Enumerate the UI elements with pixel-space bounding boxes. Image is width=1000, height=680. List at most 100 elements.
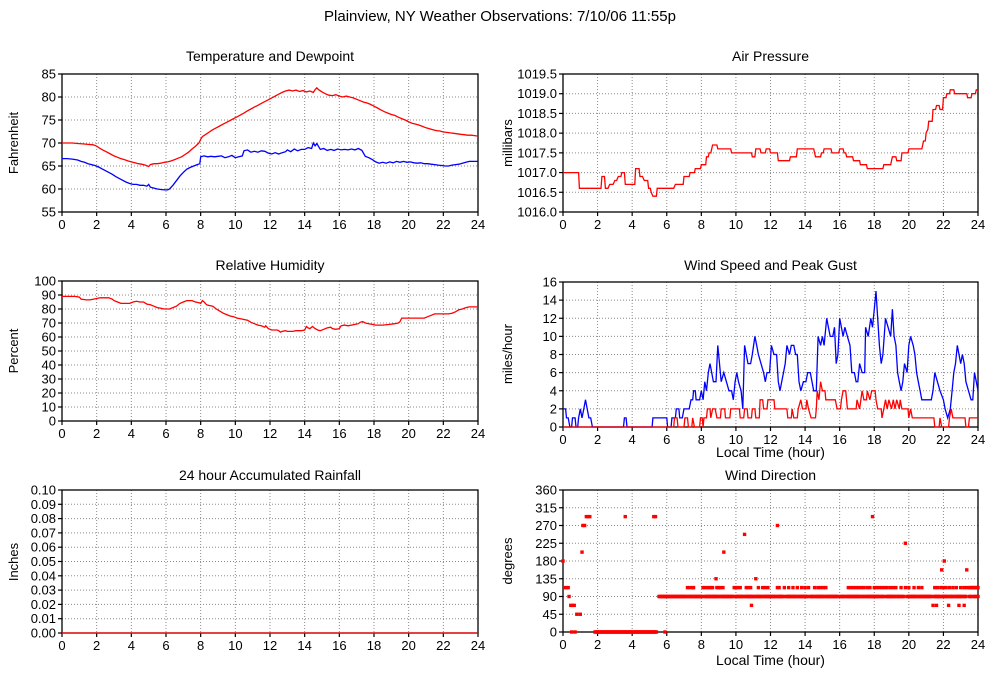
relative-humidity-chart: Relative Humidity Percent 0 2 4 6 8 10 12 14 16 1… <box>0 250 500 460</box>
svg-text:12: 12 <box>763 217 777 232</box>
svg-text:0: 0 <box>550 420 557 435</box>
x-axis-label: Local Time (hour) <box>716 444 825 460</box>
svg-text:1019.0: 1019.0 <box>517 86 557 101</box>
svg-text:6: 6 <box>162 638 169 653</box>
svg-text:40: 40 <box>42 358 56 373</box>
svg-text:0.04: 0.04 <box>31 568 56 583</box>
svg-text:10: 10 <box>42 400 56 415</box>
svg-text:1016.5: 1016.5 <box>517 185 557 200</box>
svg-text:4: 4 <box>629 217 636 232</box>
svg-text:90: 90 <box>543 589 557 604</box>
svg-text:6: 6 <box>162 426 169 441</box>
svg-text:18: 18 <box>867 217 881 232</box>
svg-text:18: 18 <box>367 217 381 232</box>
svg-text:12: 12 <box>543 311 557 326</box>
svg-text:20: 20 <box>42 386 56 401</box>
svg-text:20: 20 <box>401 426 415 441</box>
svg-text:8: 8 <box>197 217 204 232</box>
svg-text:14: 14 <box>798 637 812 652</box>
svg-text:12: 12 <box>263 638 277 653</box>
chart-title: Wind Direction <box>724 467 817 483</box>
svg-text:14: 14 <box>297 217 311 232</box>
svg-text:8: 8 <box>698 432 705 447</box>
svg-text:1018.5: 1018.5 <box>517 106 557 121</box>
svg-text:14: 14 <box>543 293 557 308</box>
svg-text:24: 24 <box>471 638 485 653</box>
svg-text:0.02: 0.02 <box>31 597 56 612</box>
svg-text:10: 10 <box>228 638 242 653</box>
svg-text:14: 14 <box>798 217 812 232</box>
svg-text:4: 4 <box>629 432 636 447</box>
svg-text:20: 20 <box>401 638 415 653</box>
svg-text:22: 22 <box>936 637 950 652</box>
chart-title: Wind Speed and Peak Gust <box>684 257 857 273</box>
svg-text:16: 16 <box>832 637 846 652</box>
chart-title: Temperature and Dewpoint <box>185 48 355 64</box>
svg-text:1016.0: 1016.0 <box>517 205 557 220</box>
svg-text:8: 8 <box>197 426 204 441</box>
svg-text:0.07: 0.07 <box>31 525 56 540</box>
svg-text:22: 22 <box>936 217 950 232</box>
svg-text:360: 360 <box>535 483 557 498</box>
svg-text:12: 12 <box>263 217 277 232</box>
svg-text:60: 60 <box>42 330 56 345</box>
svg-text:30: 30 <box>42 372 56 387</box>
svg-text:8: 8 <box>698 637 705 652</box>
svg-text:70: 70 <box>42 316 56 331</box>
svg-text:12: 12 <box>763 432 777 447</box>
svg-text:18: 18 <box>867 637 881 652</box>
svg-text:0.03: 0.03 <box>31 583 56 598</box>
svg-text:16: 16 <box>332 426 346 441</box>
svg-text:0.06: 0.06 <box>31 540 56 555</box>
svg-text:85: 85 <box>42 67 56 82</box>
svg-text:8: 8 <box>698 217 705 232</box>
svg-text:100: 100 <box>34 274 56 289</box>
chart-title: Relative Humidity <box>215 257 325 273</box>
svg-text:22: 22 <box>436 426 450 441</box>
svg-text:22: 22 <box>436 638 450 653</box>
svg-text:80: 80 <box>42 90 56 105</box>
svg-text:6: 6 <box>663 217 670 232</box>
svg-text:16: 16 <box>332 638 346 653</box>
svg-text:0: 0 <box>58 638 65 653</box>
svg-text:2: 2 <box>594 217 601 232</box>
svg-text:1018.0: 1018.0 <box>517 126 557 141</box>
svg-text:4: 4 <box>128 638 135 653</box>
x-axis-label: Local Time (hour) <box>716 652 825 668</box>
svg-text:270: 270 <box>535 518 557 533</box>
svg-text:6: 6 <box>663 637 670 652</box>
svg-text:10: 10 <box>543 329 557 344</box>
svg-text:70: 70 <box>42 136 56 151</box>
svg-text:1017.0: 1017.0 <box>517 165 557 180</box>
svg-text:8: 8 <box>550 347 557 362</box>
wind-direction-plot: 0 2 4 6 8 10 12 14 16 18 20 22 240459013518022527031… <box>535 483 985 653</box>
svg-text:4: 4 <box>128 217 135 232</box>
svg-text:225: 225 <box>535 536 557 551</box>
svg-text:55: 55 <box>42 205 56 220</box>
svg-text:10: 10 <box>729 217 743 232</box>
svg-text:24: 24 <box>971 217 985 232</box>
svg-text:60: 60 <box>42 182 56 197</box>
svg-text:0.10: 0.10 <box>31 483 56 498</box>
svg-text:75: 75 <box>42 113 56 128</box>
svg-text:16: 16 <box>332 217 346 232</box>
svg-text:180: 180 <box>535 554 557 569</box>
svg-text:10: 10 <box>228 217 242 232</box>
svg-text:0: 0 <box>559 217 566 232</box>
svg-text:6: 6 <box>550 365 557 380</box>
svg-text:135: 135 <box>535 571 557 586</box>
svg-text:50: 50 <box>42 344 56 359</box>
svg-text:6: 6 <box>663 432 670 447</box>
svg-text:4: 4 <box>128 426 135 441</box>
svg-text:0: 0 <box>559 637 566 652</box>
svg-text:0.08: 0.08 <box>31 511 56 526</box>
svg-text:20: 20 <box>902 637 916 652</box>
svg-text:0.05: 0.05 <box>31 554 56 569</box>
air-pressure-chart: Air Pressure millibars 0 2 4 6 8 10 12 14 16 18 20… <box>500 45 1000 250</box>
svg-text:2: 2 <box>93 426 100 441</box>
